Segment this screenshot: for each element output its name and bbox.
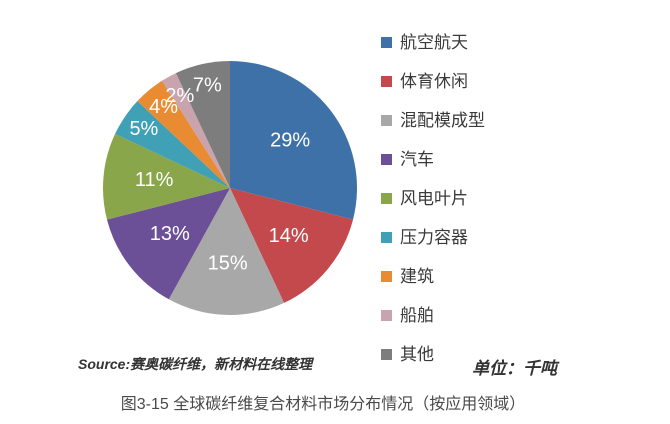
pie-slice-label-2: 15% bbox=[208, 252, 248, 274]
pie-slice-label-0: 29% bbox=[270, 130, 310, 152]
legend-swatch-icon bbox=[381, 232, 392, 243]
pie-slice-label-7: 2% bbox=[165, 85, 194, 107]
pie-slice-0 bbox=[230, 61, 357, 220]
pie-slice-1 bbox=[230, 188, 354, 303]
pie-slice-3 bbox=[106, 188, 230, 300]
pie-slice-2 bbox=[168, 188, 285, 315]
pie-slice-5 bbox=[115, 101, 230, 188]
pie-slice-label-8: 7% bbox=[193, 75, 222, 97]
legend-item-3: 汽车 bbox=[381, 140, 485, 179]
legend-item-7: 船舶 bbox=[381, 296, 485, 335]
legend-item-4: 风电叶片 bbox=[381, 179, 485, 218]
legend-item-1: 体育休闲 bbox=[381, 62, 485, 101]
legend-swatch-icon bbox=[381, 349, 392, 360]
legend-label: 航空航天 bbox=[400, 33, 468, 52]
pie-slice-label-1: 14% bbox=[269, 225, 309, 247]
legend-swatch-icon bbox=[381, 154, 392, 165]
legend-label: 混配模成型 bbox=[400, 111, 485, 130]
legend-swatch-icon bbox=[381, 37, 392, 48]
legend-label: 船舶 bbox=[400, 306, 434, 325]
legend-label: 压力容器 bbox=[400, 228, 468, 247]
legend-item-6: 建筑 bbox=[381, 257, 485, 296]
legend-label: 其他 bbox=[400, 345, 434, 364]
legend-swatch-icon bbox=[381, 76, 392, 87]
legend-label: 汽车 bbox=[400, 150, 434, 169]
pie-slice-label-3: 13% bbox=[150, 223, 190, 245]
pie-slice-6 bbox=[137, 80, 230, 188]
pie-slice-8 bbox=[175, 61, 230, 188]
pie-slice-7 bbox=[161, 73, 230, 188]
legend-swatch-icon bbox=[381, 271, 392, 282]
legend-swatch-icon bbox=[381, 115, 392, 126]
legend-item-8: 其他 bbox=[381, 335, 485, 374]
pie-slice-label-6: 4% bbox=[149, 96, 178, 118]
legend-swatch-icon bbox=[381, 310, 392, 321]
legend-swatch-icon bbox=[381, 193, 392, 204]
legend: 航空航天体育休闲混配模成型汽车风电叶片压力容器建筑船舶其他 bbox=[381, 23, 485, 374]
legend-label: 体育休闲 bbox=[400, 72, 468, 91]
source-note: Source:赛奥碳纤维，新材料在线整理 bbox=[78, 356, 313, 372]
figure-caption: 图3-15 全球碳纤维复合材料市场分布情况（按应用领域） bbox=[120, 396, 526, 413]
legend-item-5: 压力容器 bbox=[381, 218, 485, 257]
legend-item-2: 混配模成型 bbox=[381, 101, 485, 140]
unit-note: 单位：千吨 bbox=[472, 359, 557, 378]
legend-label: 建筑 bbox=[400, 267, 434, 286]
pie-slice-label-5: 5% bbox=[129, 118, 158, 140]
legend-item-0: 航空航天 bbox=[381, 23, 485, 62]
legend-label: 风电叶片 bbox=[400, 189, 468, 208]
pie-slice-4 bbox=[103, 133, 230, 220]
pie-slice-label-4: 11% bbox=[135, 169, 174, 191]
